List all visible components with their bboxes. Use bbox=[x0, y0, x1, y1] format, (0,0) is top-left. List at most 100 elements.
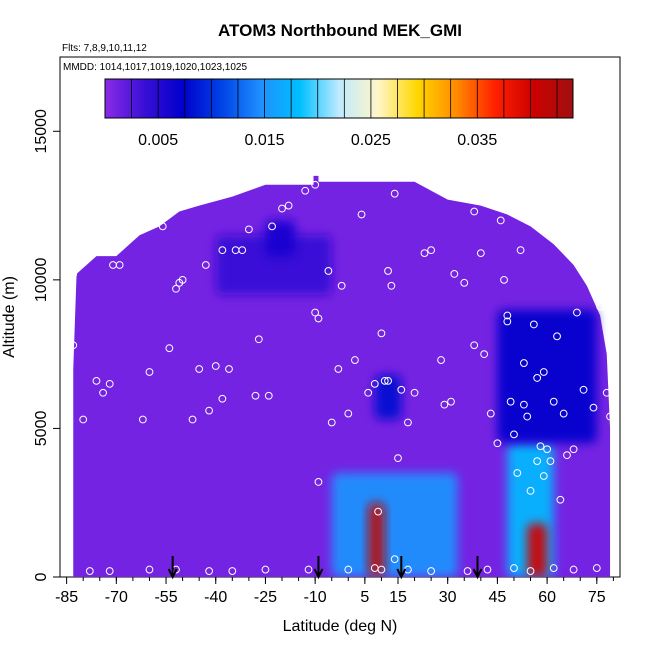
observation-point bbox=[533, 374, 542, 382]
y-axis-label: Altitude (m) bbox=[1, 276, 18, 358]
x-tick: 75 bbox=[588, 577, 606, 606]
colorbar-divisions bbox=[131, 79, 558, 118]
x-axis-label: Latitude (deg N) bbox=[283, 618, 398, 635]
observation-point bbox=[384, 376, 392, 385]
observation-point bbox=[390, 189, 399, 198]
observation-point bbox=[311, 180, 320, 189]
x-tick: -70 bbox=[105, 577, 128, 606]
observation-point bbox=[510, 564, 518, 572]
observation-point bbox=[539, 472, 548, 480]
observation-point bbox=[251, 391, 260, 400]
observation-point bbox=[69, 270, 78, 278]
x-tick: 30 bbox=[439, 577, 457, 606]
colorbar-tick-labels: 0.005 0.015 0.025 0.035 bbox=[138, 132, 497, 149]
observation-point bbox=[510, 430, 518, 439]
observation-point bbox=[99, 388, 107, 397]
flight-arrows bbox=[167, 556, 483, 580]
observation-point bbox=[384, 267, 392, 275]
observation-point bbox=[579, 385, 588, 394]
observation-point bbox=[516, 246, 525, 255]
y-tick-label: 0 bbox=[33, 572, 50, 581]
observation-point bbox=[529, 320, 538, 329]
chart-title: ATOM3 Northbound MEK_GMI bbox=[218, 21, 462, 40]
colorbar-tick-label: 0.015 bbox=[245, 132, 285, 149]
observation-point bbox=[314, 314, 323, 323]
colorbar-tick-label: 0.035 bbox=[457, 132, 497, 149]
x-tick-label: -40 bbox=[204, 589, 227, 606]
observation-point bbox=[606, 412, 614, 421]
observation-point bbox=[351, 356, 359, 364]
observation-point bbox=[178, 275, 187, 284]
colorbar: 0.005 0.015 0.025 0.035 bbox=[104, 78, 574, 149]
observation-point bbox=[486, 409, 495, 418]
observation-point bbox=[427, 567, 436, 575]
observation-point bbox=[483, 565, 492, 574]
observation-point bbox=[105, 567, 114, 575]
observation-point bbox=[337, 281, 346, 290]
x-tick-label: 75 bbox=[588, 589, 606, 606]
observation-point bbox=[195, 365, 204, 373]
observation-point bbox=[387, 281, 396, 290]
observation-point bbox=[201, 261, 210, 269]
observation-point bbox=[334, 365, 343, 373]
observation-point bbox=[589, 403, 598, 412]
observation-point bbox=[264, 391, 273, 400]
observation-point bbox=[546, 457, 555, 466]
y-tick-label: 15000 bbox=[33, 109, 50, 154]
observation-point bbox=[268, 222, 276, 231]
x-axis: -85 -70 -55 -40 -25 -10 5 15 30 45 60 75 bbox=[55, 577, 614, 606]
observation-point bbox=[573, 308, 581, 317]
observation-point bbox=[311, 308, 320, 317]
observation-point bbox=[440, 400, 449, 409]
observation-point bbox=[364, 388, 373, 397]
observation-points bbox=[69, 180, 614, 575]
observation-point bbox=[543, 445, 552, 454]
observation-point bbox=[92, 376, 101, 385]
observation-point bbox=[503, 311, 512, 320]
observation-point bbox=[470, 207, 479, 216]
observation-point bbox=[559, 409, 568, 418]
colorbar-tick-label: 0.025 bbox=[351, 132, 391, 149]
observation-point bbox=[496, 216, 505, 225]
observation-point bbox=[278, 204, 286, 213]
observation-point bbox=[238, 246, 247, 255]
flight-arrow bbox=[313, 556, 324, 580]
observation-point bbox=[526, 486, 535, 495]
observation-point bbox=[314, 478, 323, 486]
observation-point bbox=[370, 379, 379, 388]
feature-nh-upper bbox=[497, 309, 597, 444]
observation-point bbox=[450, 270, 459, 278]
observation-point bbox=[211, 362, 220, 370]
observation-point bbox=[145, 565, 154, 574]
observation-point bbox=[596, 302, 605, 311]
observation-point bbox=[304, 565, 313, 574]
observation-point bbox=[420, 249, 429, 258]
x-tick-label: 5 bbox=[360, 589, 369, 606]
y-tick-label: 5000 bbox=[33, 411, 50, 447]
x-tick: -55 bbox=[154, 577, 178, 606]
observation-point bbox=[503, 317, 512, 326]
y-tick: 0 bbox=[33, 572, 60, 581]
flights-label: Flts: 7,8,9,10,11,12 bbox=[62, 43, 147, 54]
x-tick-label: -85 bbox=[55, 589, 78, 606]
observation-point bbox=[569, 445, 578, 454]
y-tick: 10000 bbox=[33, 258, 60, 302]
observation-point bbox=[218, 394, 227, 403]
x-tick: -10 bbox=[304, 577, 327, 606]
observation-point bbox=[539, 368, 548, 376]
observation-point bbox=[549, 397, 558, 406]
observation-point bbox=[506, 397, 515, 406]
observation-point bbox=[188, 415, 197, 424]
observation-point bbox=[536, 442, 545, 451]
observation-point bbox=[549, 564, 558, 572]
observation-point bbox=[85, 567, 94, 575]
x-tick: 45 bbox=[488, 577, 506, 606]
flight-arrow bbox=[167, 556, 178, 580]
observation-point bbox=[394, 454, 402, 463]
observation-point bbox=[533, 457, 542, 466]
observation-point bbox=[592, 564, 601, 572]
observation-point bbox=[357, 210, 366, 219]
observation-point bbox=[563, 451, 571, 460]
x-tick-label: 60 bbox=[538, 589, 556, 606]
